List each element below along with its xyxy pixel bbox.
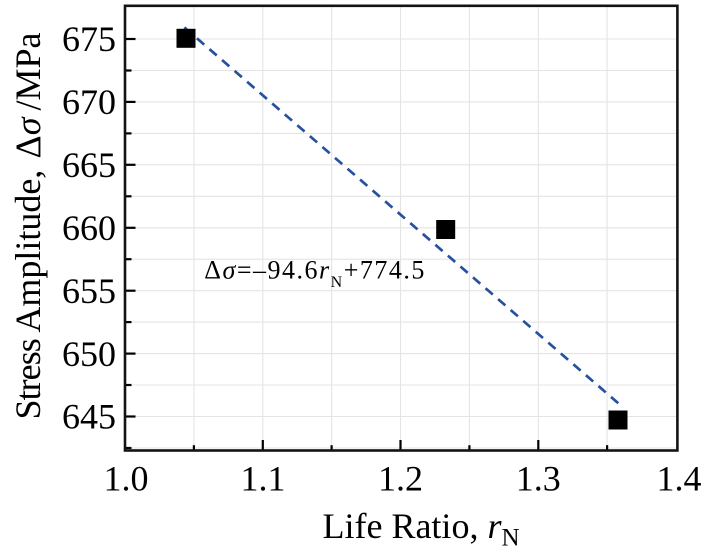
svg-text:670: 670 (62, 82, 116, 122)
svg-text:Stress Amplitude,: Stress Amplitude, (8, 170, 48, 420)
svg-text:1.1: 1.1 (241, 459, 286, 499)
svg-text:665: 665 (62, 145, 116, 185)
svg-text:660: 660 (62, 208, 116, 248)
svg-text:645: 645 (62, 397, 116, 437)
svg-text:1.4: 1.4 (657, 459, 702, 499)
svg-text:1.2: 1.2 (378, 459, 423, 499)
svg-text:650: 650 (62, 334, 116, 374)
svg-text:1.0: 1.0 (104, 459, 149, 499)
svg-text:675: 675 (62, 19, 116, 59)
svg-text:Life Ratio, rN: Life Ratio, rN (322, 506, 519, 551)
svg-text:1.3: 1.3 (516, 459, 561, 499)
svg-text:655: 655 (62, 271, 116, 311)
svg-text:Δσ/MPa: Δσ/MPa (8, 32, 48, 158)
